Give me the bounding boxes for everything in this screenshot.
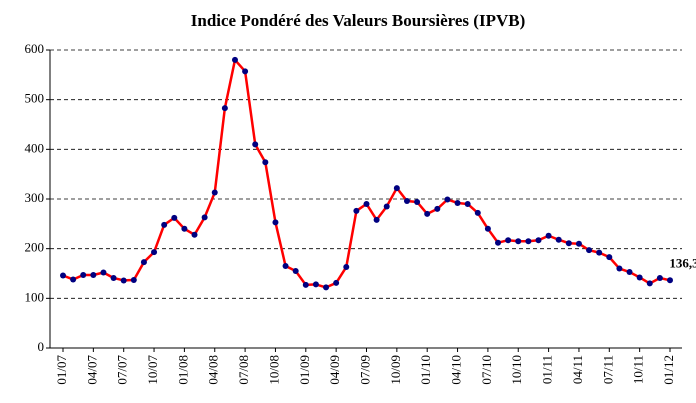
x-tick-label: 01/09	[297, 355, 312, 385]
marker	[424, 210, 431, 217]
marker	[343, 264, 350, 271]
y-tick-label: 100	[25, 289, 45, 304]
x-tick-label: 10/11	[631, 355, 646, 384]
marker	[80, 271, 87, 278]
marker	[545, 232, 552, 239]
marker	[70, 276, 77, 283]
marker	[414, 198, 421, 205]
marker	[161, 221, 168, 228]
marker	[333, 279, 340, 286]
x-tick-label: 07/07	[115, 355, 130, 385]
marker	[110, 274, 117, 281]
marker	[656, 274, 663, 281]
marker	[211, 189, 218, 196]
marker	[575, 240, 582, 247]
marker	[474, 209, 481, 216]
marker	[444, 196, 451, 203]
marker	[272, 219, 279, 226]
marker	[495, 239, 502, 246]
marker	[646, 280, 653, 287]
x-tick-label: 01/12	[661, 355, 676, 385]
x-tick-label: 04/09	[327, 355, 342, 385]
y-tick-label: 600	[25, 41, 45, 56]
marker	[383, 203, 390, 210]
marker	[60, 272, 66, 279]
marker	[353, 207, 360, 214]
x-tick-label: 07/10	[479, 355, 494, 385]
marker	[90, 271, 97, 278]
marker	[201, 214, 208, 221]
marker	[555, 236, 562, 243]
marker	[515, 238, 522, 245]
marker	[363, 200, 370, 207]
marker	[484, 225, 491, 232]
marker	[130, 276, 137, 283]
marker	[454, 199, 461, 206]
y-tick-label: 200	[25, 240, 45, 255]
x-tick-label: 10/09	[388, 355, 403, 385]
data-label: 136,3	[669, 255, 696, 270]
marker	[505, 237, 512, 244]
x-tick-label: 07/11	[600, 355, 615, 384]
marker	[221, 105, 228, 112]
marker	[252, 141, 259, 148]
marker	[171, 214, 178, 221]
x-tick-label: 10/07	[145, 355, 160, 385]
x-tick-label: 07/08	[236, 355, 251, 385]
marker	[181, 225, 188, 232]
marker	[100, 269, 107, 276]
marker	[231, 56, 238, 63]
marker	[434, 205, 441, 212]
x-tick-label: 10/08	[266, 355, 281, 385]
marker	[535, 237, 542, 244]
marker	[151, 249, 158, 256]
marker	[393, 185, 400, 192]
marker	[565, 240, 572, 247]
x-tick-label: 01/10	[418, 355, 433, 385]
marker	[282, 263, 289, 270]
marker	[302, 281, 309, 288]
x-tick-label: 01/11	[540, 355, 555, 384]
marker	[373, 216, 380, 223]
marker	[191, 231, 198, 238]
x-tick-label: 04/11	[570, 355, 585, 384]
marker	[596, 249, 603, 256]
marker	[525, 238, 532, 245]
marker	[667, 277, 673, 284]
marker	[323, 284, 330, 291]
x-tick-label: 07/09	[357, 355, 372, 385]
marker	[140, 259, 147, 266]
marker	[636, 274, 643, 281]
marker	[606, 254, 613, 261]
x-tick-label: 10/10	[509, 355, 524, 385]
marker	[626, 269, 633, 276]
x-tick-label: 04/07	[84, 355, 99, 385]
x-tick-label: 01/08	[175, 355, 190, 385]
x-tick-label: 04/10	[449, 355, 464, 385]
y-tick-label: 300	[25, 190, 45, 205]
chart-title: Indice Pondéré des Valeurs Boursières (I…	[191, 11, 526, 30]
x-tick-label: 04/08	[206, 355, 221, 385]
x-tick-label: 01/07	[54, 355, 69, 385]
marker	[464, 200, 471, 207]
y-tick-label: 400	[25, 140, 45, 155]
marker	[262, 159, 269, 166]
marker	[242, 68, 249, 75]
marker	[616, 265, 623, 272]
y-tick-label: 500	[25, 91, 45, 106]
marker	[120, 277, 127, 284]
marker	[292, 268, 299, 275]
y-tick-label: 0	[38, 339, 45, 354]
marker	[586, 247, 593, 254]
marker	[312, 281, 319, 288]
marker	[403, 197, 410, 204]
